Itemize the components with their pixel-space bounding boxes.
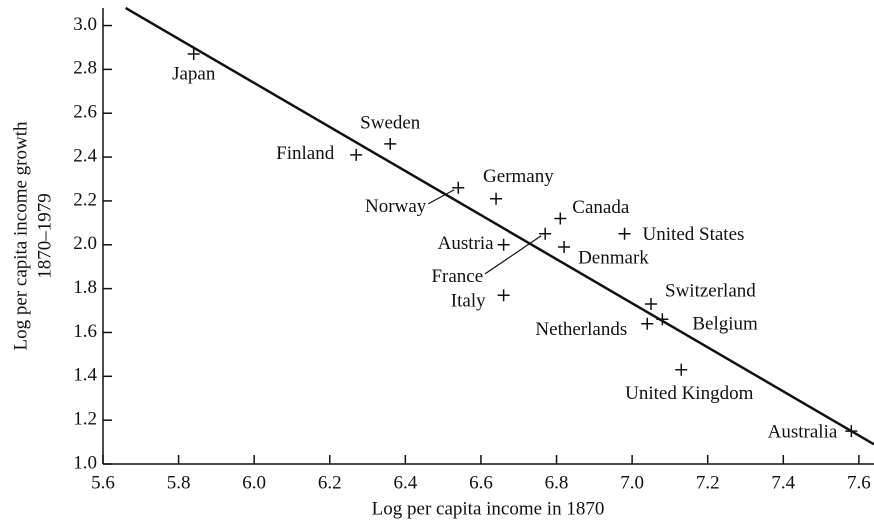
point xyxy=(675,363,688,376)
point xyxy=(645,297,658,310)
point xyxy=(497,289,510,302)
y-tick-label: 1.0 xyxy=(73,452,97,473)
point-label: United Kingdom xyxy=(625,383,753,404)
y-tick-label: 2.2 xyxy=(73,189,97,210)
y-axis-label: Log per capita income growth xyxy=(10,121,31,350)
point xyxy=(641,317,654,330)
x-tick-label: 6.8 xyxy=(545,472,569,493)
point-label: Finland xyxy=(276,143,335,164)
x-tick-label: 6.6 xyxy=(469,472,493,493)
point-label: Canada xyxy=(572,197,630,218)
x-tick-label: 6.4 xyxy=(393,472,417,493)
y-tick-label: 1.4 xyxy=(73,365,97,386)
y-tick-label: 2.0 xyxy=(73,233,97,254)
x-tick-label: 6.0 xyxy=(242,472,266,493)
x-tick-label: 5.8 xyxy=(167,472,191,493)
point-label: Sweden xyxy=(360,112,421,133)
point xyxy=(497,238,510,251)
point xyxy=(558,240,571,253)
leader-line xyxy=(427,189,455,205)
point-label: Japan xyxy=(172,63,216,84)
y-tick-label: 3.0 xyxy=(73,14,97,35)
point-label: France xyxy=(431,266,483,287)
x-tick-label: 7.4 xyxy=(771,472,795,493)
y-tick-label: 1.8 xyxy=(73,277,97,298)
x-tick-label: 5.6 xyxy=(91,472,115,493)
point xyxy=(490,192,503,205)
point xyxy=(554,212,567,225)
y-axis-label: 1870–1979 xyxy=(34,193,55,279)
point-label: Switzerland xyxy=(665,280,756,301)
y-tick-label: 1.6 xyxy=(73,321,97,342)
y-tick-label: 2.8 xyxy=(73,58,97,79)
x-tick-label: 6.2 xyxy=(318,472,342,493)
point-label: Denmark xyxy=(578,247,649,268)
point-label: Norway xyxy=(365,196,427,217)
point xyxy=(845,425,858,438)
point xyxy=(452,181,465,194)
leader-line xyxy=(484,235,542,275)
point-label: Belgium xyxy=(692,314,758,335)
point xyxy=(384,137,397,150)
y-tick-label: 1.2 xyxy=(73,409,97,430)
x-tick-label: 7.6 xyxy=(847,472,871,493)
point xyxy=(656,313,669,326)
x-tick-label: 7.2 xyxy=(696,472,720,493)
point-label: Germany xyxy=(483,166,554,187)
point xyxy=(618,227,631,240)
y-tick-label: 2.6 xyxy=(73,102,97,123)
x-tick-label: 7.0 xyxy=(620,472,644,493)
point-label: Austria xyxy=(438,233,495,254)
x-axis-label: Log per capita income in 1870 xyxy=(372,498,605,519)
point-label: Australia xyxy=(768,421,838,442)
point xyxy=(187,48,200,61)
point-label: United States xyxy=(643,224,745,245)
point-label: Netherlands xyxy=(535,319,627,340)
fit-line xyxy=(125,6,874,446)
point-label: Italy xyxy=(451,291,486,312)
point xyxy=(350,148,363,161)
y-tick-label: 2.4 xyxy=(73,145,97,166)
point xyxy=(539,227,552,240)
